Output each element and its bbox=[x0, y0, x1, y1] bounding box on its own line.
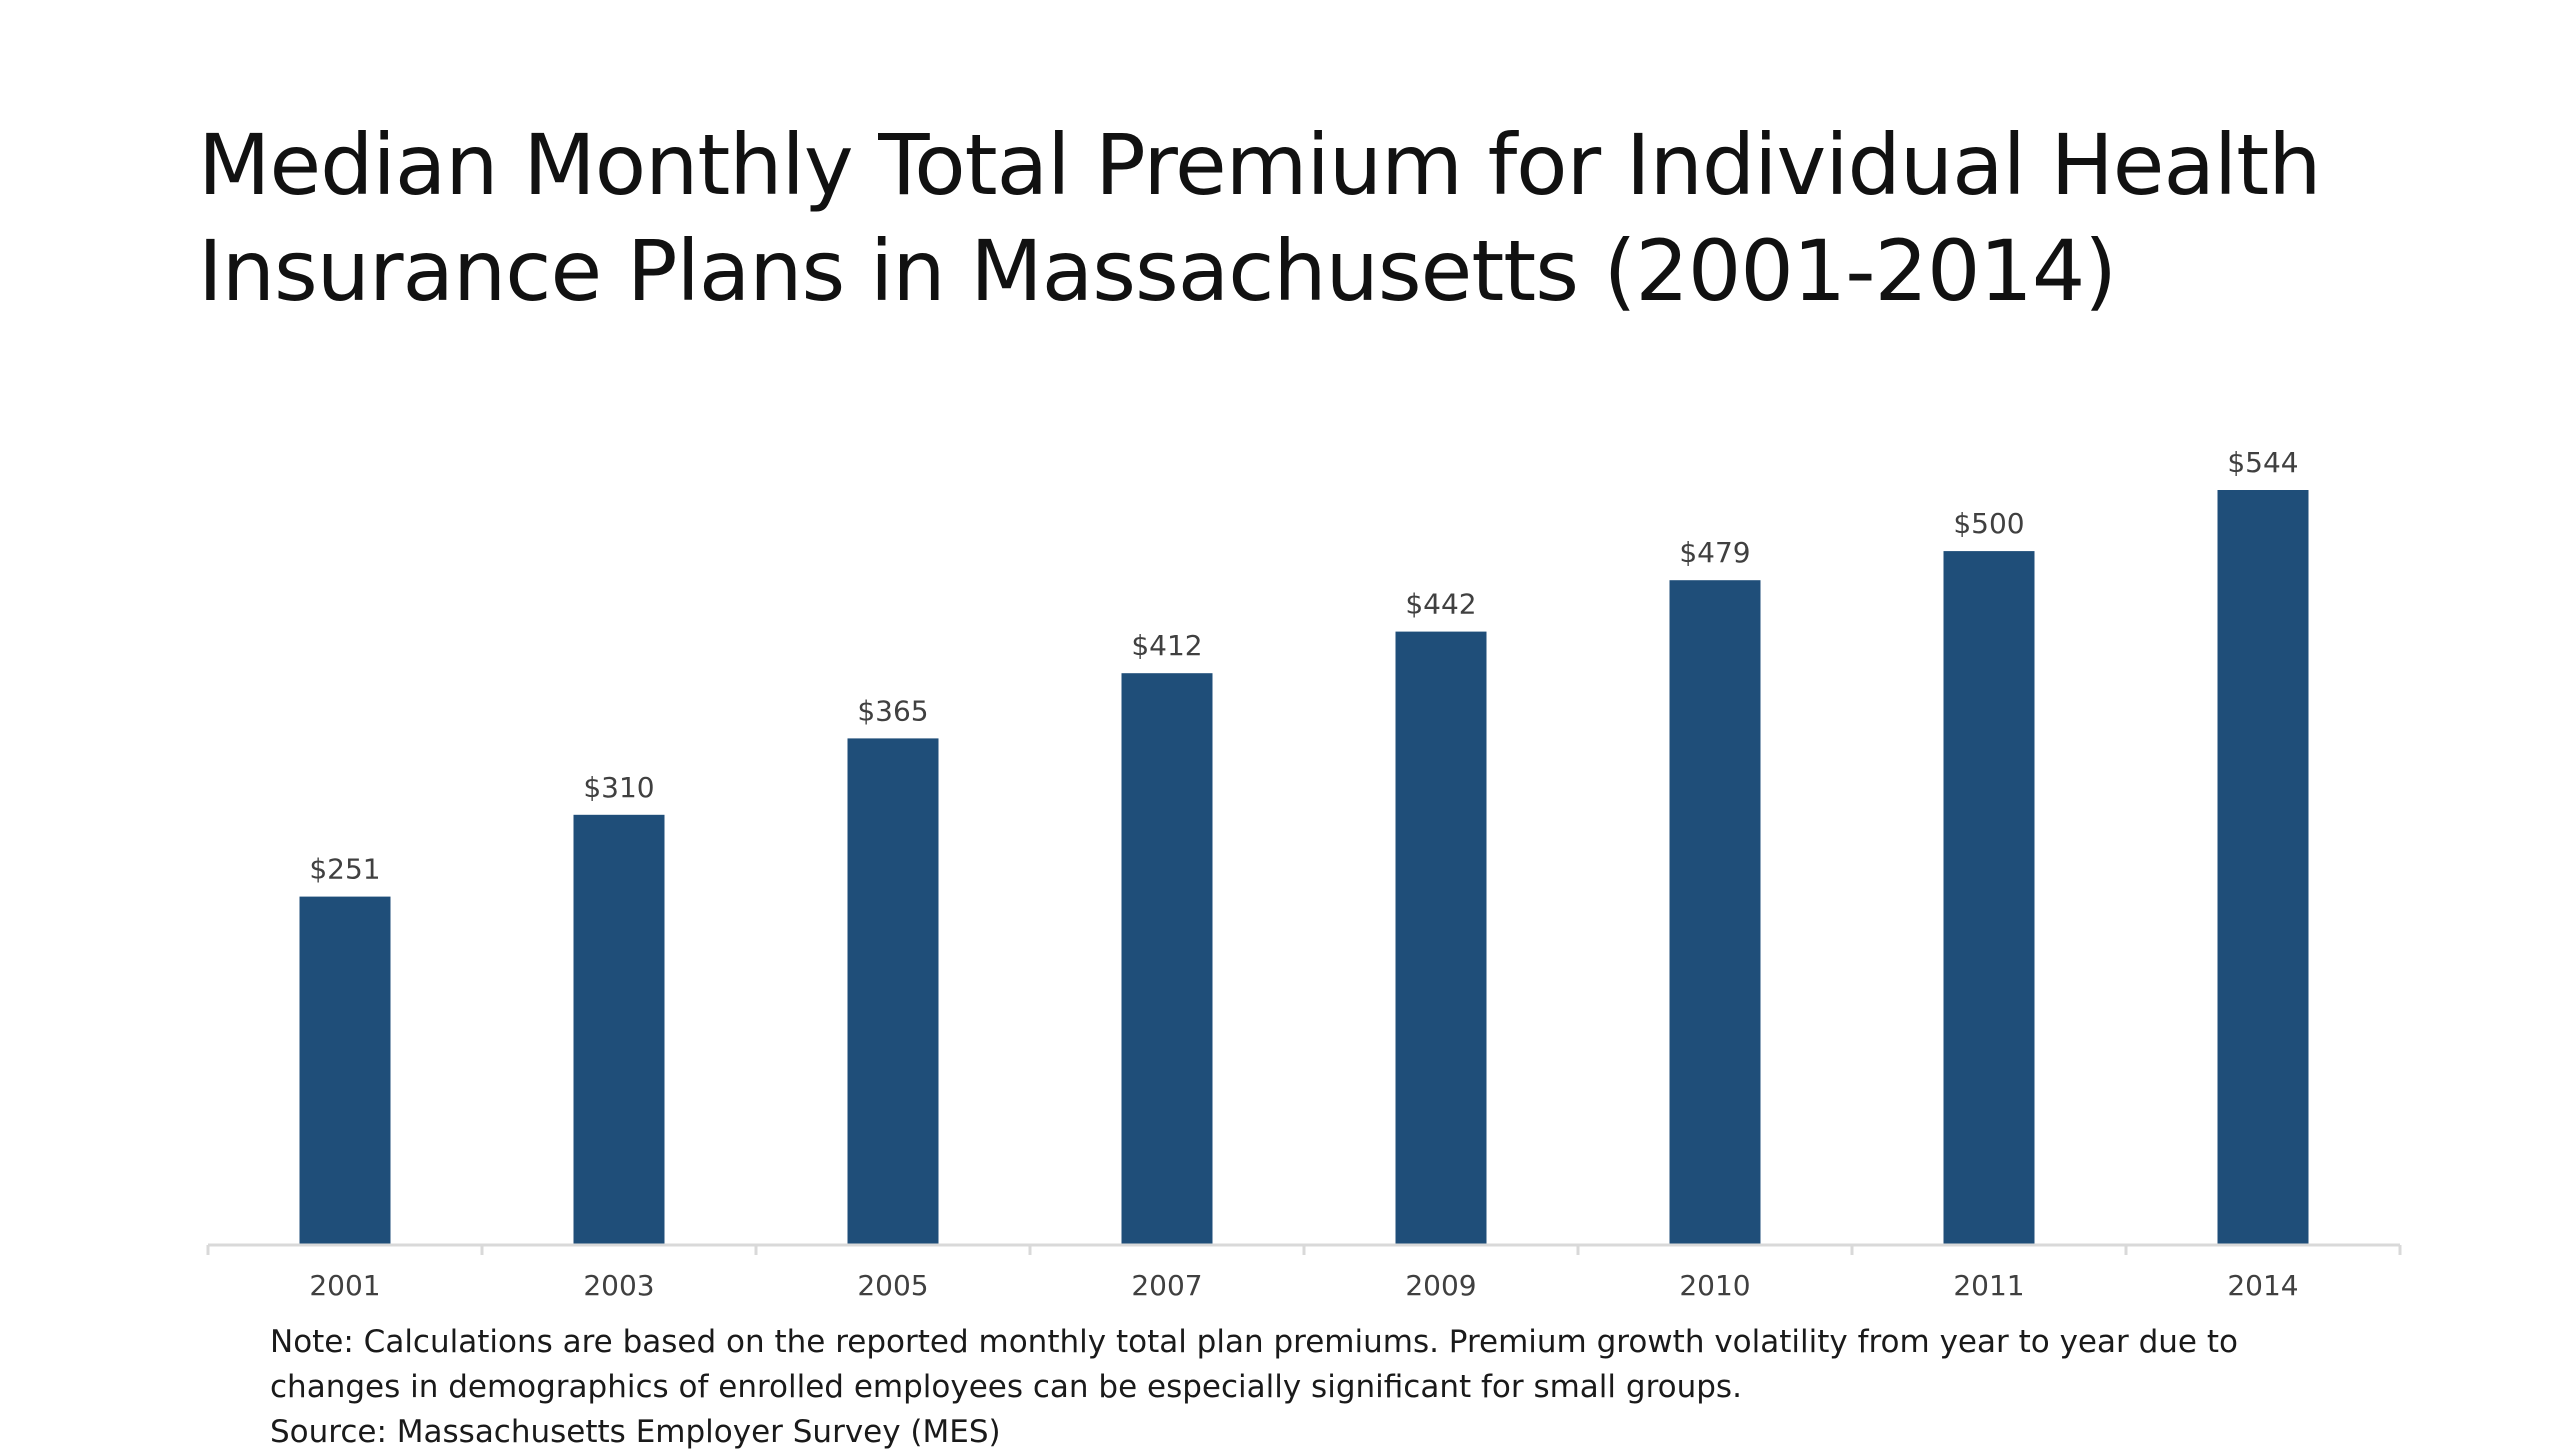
x-tick-label-2014: 2014 bbox=[2227, 1269, 2298, 1302]
note-line-2: changes in demographics of enrolled empl… bbox=[270, 1369, 1742, 1405]
data-label-2001: $251 bbox=[309, 853, 380, 886]
x-tick-label-2003: 2003 bbox=[583, 1269, 654, 1302]
labels-layer: $251 2001 $310 2003 $365 2005 $412 2007 $442 2009… bbox=[309, 446, 2298, 1302]
bar-2014 bbox=[2217, 490, 2309, 1245]
data-label-2005: $365 bbox=[857, 694, 928, 727]
chart-title-line-2: Insurance Plans in Massachusetts (2001-2… bbox=[198, 222, 2117, 320]
x-tick-label-2005: 2005 bbox=[857, 1269, 928, 1302]
bar-2003 bbox=[573, 814, 665, 1245]
bar-2007 bbox=[1121, 673, 1213, 1245]
x-tick-label-2001: 2001 bbox=[309, 1269, 380, 1302]
bars-layer bbox=[299, 490, 2309, 1245]
bar-2009 bbox=[1395, 631, 1487, 1245]
x-tick-label-2010: 2010 bbox=[1679, 1269, 1750, 1302]
bar-2005 bbox=[847, 738, 939, 1245]
x-axis bbox=[206, 1243, 2402, 1255]
bar-2001 bbox=[299, 896, 391, 1245]
bar-2010 bbox=[1669, 580, 1761, 1245]
x-tick-label-2011: 2011 bbox=[1953, 1269, 2024, 1302]
data-label-2003: $310 bbox=[583, 771, 654, 804]
note-line-1: Note: Calculations are based on the repo… bbox=[270, 1324, 2238, 1360]
chart-title-line-1: Median Monthly Total Premium for Individ… bbox=[198, 116, 2321, 214]
data-label-2009: $442 bbox=[1405, 588, 1476, 621]
data-label-2014: $544 bbox=[2227, 446, 2298, 479]
data-label-2010: $479 bbox=[1679, 536, 1750, 569]
data-label-2011: $500 bbox=[1953, 507, 2024, 540]
bar-2011 bbox=[1943, 551, 2035, 1245]
data-label-2007: $412 bbox=[1131, 629, 1202, 662]
x-tick-label-2009: 2009 bbox=[1405, 1269, 1476, 1302]
footnotes: Note: Calculations are based on the repo… bbox=[270, 1320, 2520, 1455]
source-line: Source: Massachusetts Employer Survey (M… bbox=[270, 1414, 1001, 1450]
x-tick-label-2007: 2007 bbox=[1131, 1269, 1202, 1302]
chart-title: Median Monthly Total Premium for Individ… bbox=[198, 112, 2398, 324]
